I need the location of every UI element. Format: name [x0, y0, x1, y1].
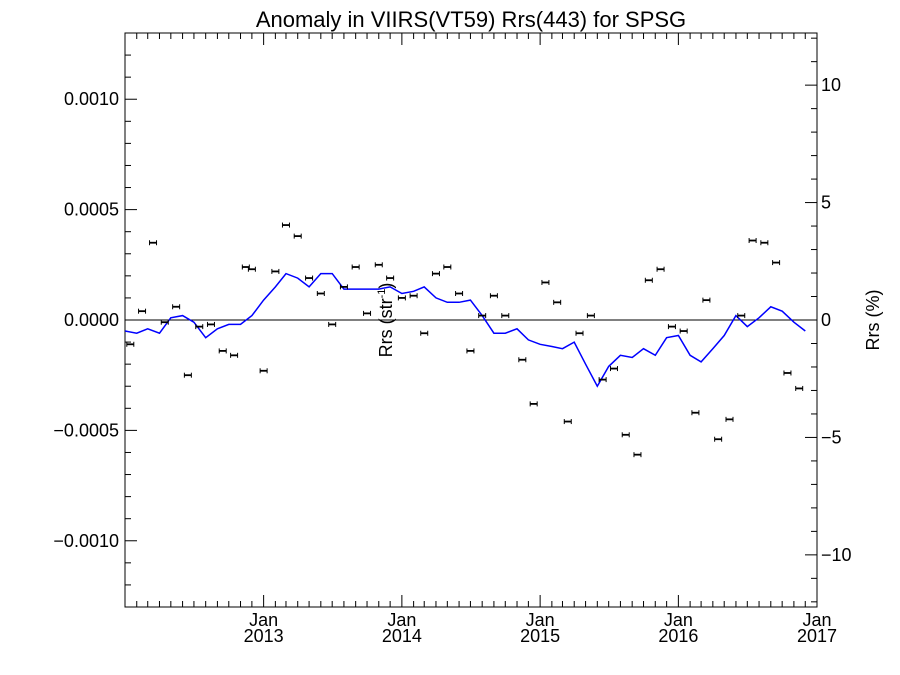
data-point: [478, 313, 487, 319]
data-point: [351, 264, 360, 270]
data-point: [443, 264, 452, 270]
x-tick-year: 2016: [658, 626, 698, 646]
data-point: [455, 291, 464, 297]
data-point: [518, 357, 527, 363]
data-point: [431, 271, 440, 277]
data-point: [293, 233, 302, 239]
data-point: [409, 293, 418, 299]
data-point: [748, 238, 757, 244]
axes: −0.0010 −0.0005 0.0000 0.0005 0.0010 −10 −5 0 5 1…: [53, 32, 852, 646]
data-point: [795, 385, 804, 391]
data-point: [420, 330, 429, 336]
data-point: [363, 310, 372, 316]
y2-axis-label: Rrs (%): [863, 290, 883, 351]
series-points: [126, 222, 804, 458]
data-point: [702, 297, 711, 303]
data-point: [259, 368, 268, 374]
data-point: [374, 262, 383, 268]
data-point: [316, 291, 325, 297]
data-point: [679, 328, 688, 334]
series-line: [124, 272, 806, 388]
data-point: [230, 352, 239, 358]
data-point: [328, 321, 337, 327]
data-point: [386, 275, 395, 281]
data-point: [529, 401, 538, 407]
data-point: [563, 419, 572, 425]
data-point: [656, 266, 665, 272]
x-tick-month: Jan: [664, 610, 693, 630]
chart-title: Anomaly in VIIRS(VT59) Rrs(443) for SPSG: [256, 7, 686, 32]
data-point: [541, 279, 550, 285]
x-tick-year: 2014: [382, 626, 422, 646]
x-tick-month: Jan: [249, 610, 278, 630]
data-point: [206, 321, 215, 327]
data-point: [667, 324, 676, 330]
data-point: [553, 299, 562, 305]
y2-tick-label: −10: [821, 545, 852, 565]
x-tick-year: 2015: [520, 626, 560, 646]
data-point: [183, 372, 192, 378]
y-axis-label: Rrs (str-1): [376, 283, 396, 358]
data-point: [149, 240, 158, 246]
data-point: [271, 268, 280, 274]
x-tick-year: 2017: [797, 626, 837, 646]
data-point: [172, 304, 181, 310]
data-point: [195, 324, 204, 330]
y2-tick-label: 10: [821, 75, 841, 95]
y-axis-label-exponent: -1: [376, 289, 388, 299]
x-tick-year: 2013: [244, 626, 284, 646]
data-point: [586, 313, 595, 319]
x-tick-month: Jan: [526, 610, 555, 630]
data-point: [760, 240, 769, 246]
series-line-path: [124, 272, 806, 388]
data-point: [609, 366, 618, 372]
data-point: [339, 284, 348, 290]
y2-tick-label: 5: [821, 193, 831, 213]
data-point: [644, 277, 653, 283]
y-tick-label: −0.0010: [53, 531, 119, 551]
data-point: [737, 313, 746, 319]
data-point: [633, 452, 642, 458]
data-point: [281, 222, 290, 228]
y-tick-label: 0.0000: [64, 310, 119, 330]
data-point: [783, 370, 792, 376]
y-tick-label: 0.0010: [64, 89, 119, 109]
data-point: [397, 295, 406, 301]
x-tick-month: Jan: [387, 610, 416, 630]
data-point: [772, 260, 781, 266]
data-point: [691, 410, 700, 416]
data-point: [714, 436, 723, 442]
data-point: [126, 341, 135, 347]
data-point: [489, 293, 498, 299]
data-point: [621, 432, 630, 438]
data-point: [725, 416, 734, 422]
data-point: [218, 348, 227, 354]
y2-tick-label: −5: [821, 427, 842, 447]
y-tick-label: −0.0005: [53, 420, 119, 440]
y2-tick-label: 0: [821, 310, 831, 330]
data-point: [305, 275, 314, 281]
data-point: [501, 313, 510, 319]
y-tick-label: 0.0005: [64, 200, 119, 220]
data-point: [466, 348, 475, 354]
data-point: [247, 266, 256, 272]
data-point: [575, 330, 584, 336]
data-point: [598, 377, 607, 383]
x-tick-month: Jan: [802, 610, 831, 630]
data-point: [138, 308, 147, 314]
data-point: [160, 319, 169, 325]
